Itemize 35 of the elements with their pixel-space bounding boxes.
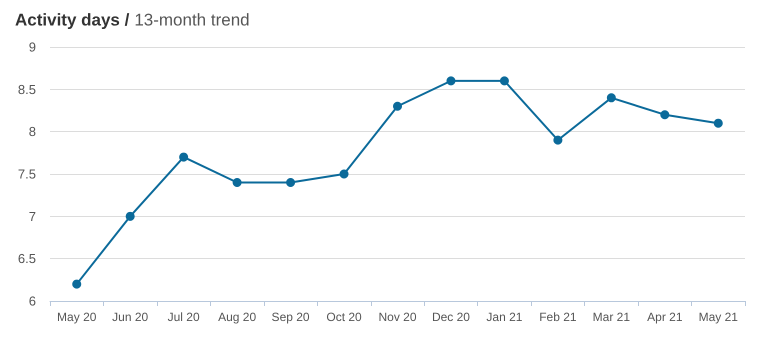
- point: [393, 102, 402, 111]
- x-tick-label: Feb 21: [539, 310, 577, 324]
- x-tick-label: Jul 20: [168, 310, 200, 324]
- y-tick-label: 6.5: [18, 251, 36, 266]
- x-tick-label: Aug 20: [218, 310, 256, 324]
- point: [714, 118, 723, 128]
- x-tick-label: Jun 20: [112, 310, 149, 324]
- x-tick-label: Jan 21: [486, 310, 523, 324]
- chart-subtitle: 13-month trend: [134, 10, 250, 30]
- x-tick-label: Apr 21: [647, 310, 683, 324]
- point: [72, 280, 82, 289]
- x-tick-label: Nov 20: [378, 310, 417, 324]
- point: [126, 212, 135, 221]
- point: [286, 178, 296, 187]
- point: [232, 178, 242, 187]
- point: [340, 170, 349, 178]
- y-tick-label: 6: [28, 294, 36, 308]
- point: [660, 110, 670, 120]
- x-tick-label: Dec 20: [432, 310, 470, 324]
- y-tick-label: 8.5: [18, 82, 36, 97]
- x-tick-label: May 21: [698, 310, 738, 324]
- x-tick-label: May 20: [57, 310, 97, 324]
- y-tick-label: 9: [28, 40, 36, 54]
- y-tick-label: 7.5: [18, 166, 36, 182]
- point: [606, 93, 616, 102]
- y-tick-label: 7: [28, 208, 36, 224]
- x-tick-label: Mar 21: [592, 310, 630, 324]
- x-tick-label: Oct 20: [326, 310, 362, 324]
- x-tick-label: Sep 20: [272, 310, 310, 324]
- y-tick-label: 8: [28, 124, 36, 140]
- point: [446, 76, 456, 86]
- point: [179, 152, 188, 162]
- chart-title: Activity days /: [15, 10, 130, 30]
- point: [500, 76, 509, 86]
- point: [553, 136, 562, 145]
